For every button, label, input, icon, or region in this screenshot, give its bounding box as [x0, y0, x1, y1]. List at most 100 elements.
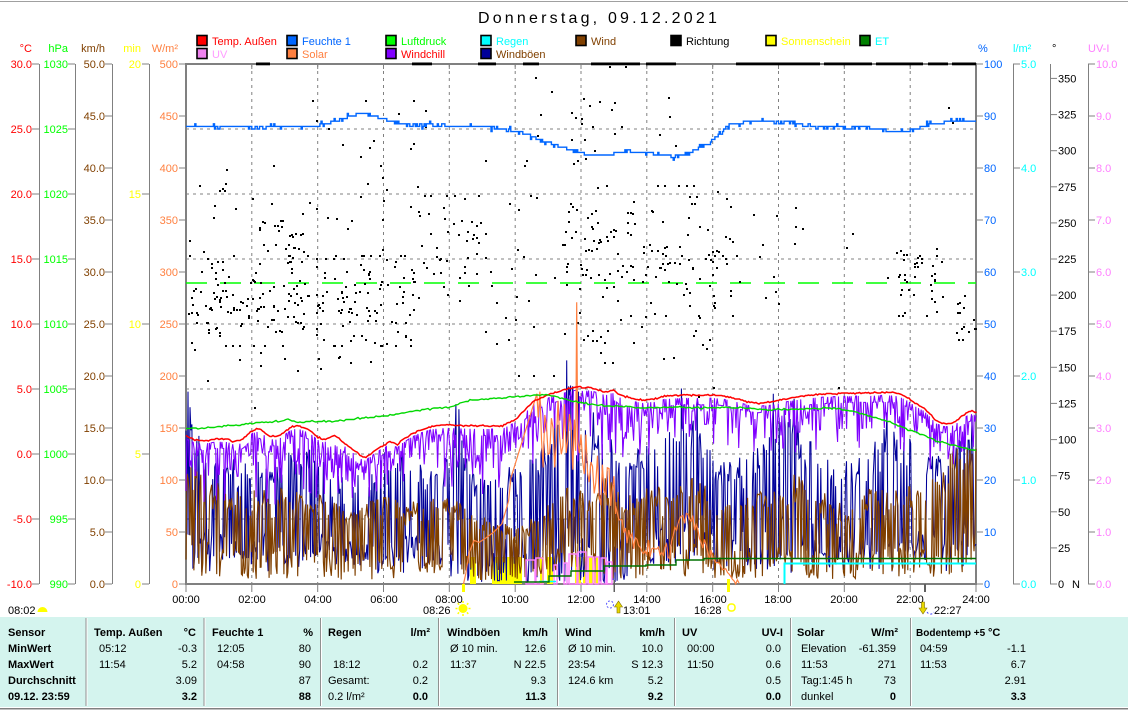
svg-text:0.6: 0.6 — [766, 659, 781, 671]
svg-text:Bodentemp +5: Bodentemp +5 — [916, 628, 986, 639]
svg-text:0: 0 — [984, 579, 990, 591]
svg-text:87: 87 — [299, 675, 311, 687]
svg-text:15.0: 15.0 — [11, 254, 32, 266]
svg-text:0.2: 0.2 — [413, 659, 428, 671]
svg-text:l/m²: l/m² — [1013, 43, 1032, 55]
svg-text:l/m²: l/m² — [410, 627, 430, 639]
svg-text:3.0: 3.0 — [1096, 423, 1111, 435]
svg-text:88: 88 — [299, 691, 311, 703]
svg-text:11:37: 11:37 — [450, 659, 477, 671]
svg-text:12:00: 12:00 — [567, 594, 595, 606]
svg-text:12:05: 12:05 — [217, 643, 245, 655]
svg-text:dunkel: dunkel — [801, 691, 833, 703]
svg-text:11:54: 11:54 — [99, 659, 126, 671]
svg-text:10: 10 — [129, 319, 141, 331]
svg-text:300: 300 — [160, 267, 178, 279]
svg-text:22:00: 22:00 — [896, 594, 924, 606]
svg-text:04:59: 04:59 — [920, 643, 948, 655]
svg-text:11:50: 11:50 — [687, 659, 714, 671]
svg-text:UV: UV — [212, 49, 228, 61]
svg-text:Durchschnitt: Durchschnitt — [8, 675, 76, 687]
svg-text:Tag:1:45 h: Tag:1:45 h — [801, 675, 852, 687]
svg-text:125: 125 — [1058, 398, 1076, 410]
svg-text:11:53: 11:53 — [801, 659, 828, 671]
svg-text:3.0: 3.0 — [1021, 267, 1036, 279]
svg-text:°C: °C — [20, 43, 32, 55]
svg-text:Feuchte 1: Feuchte 1 — [302, 36, 351, 48]
svg-text:S 12.3: S 12.3 — [631, 659, 663, 671]
svg-text:14:00: 14:00 — [633, 594, 661, 606]
svg-text:Regen: Regen — [496, 36, 528, 48]
svg-text:45.0: 45.0 — [84, 111, 105, 123]
svg-text:Solar: Solar — [797, 627, 825, 639]
svg-text:Sonnenschein: Sonnenschein — [781, 36, 851, 48]
svg-text:1.0: 1.0 — [1021, 475, 1036, 487]
svg-text:40.0: 40.0 — [84, 163, 105, 175]
svg-text:ET: ET — [875, 36, 889, 48]
svg-text:0.0: 0.0 — [766, 643, 781, 655]
svg-text:04:00: 04:00 — [304, 594, 332, 606]
svg-text:4.0: 4.0 — [1021, 163, 1036, 175]
svg-text:02:00: 02:00 — [238, 594, 266, 606]
svg-text:73: 73 — [884, 675, 896, 687]
svg-text:5.0: 5.0 — [1096, 319, 1111, 331]
svg-text:00:00: 00:00 — [687, 643, 715, 655]
svg-text:N: N — [1072, 579, 1080, 591]
svg-text:5.0: 5.0 — [1021, 59, 1036, 71]
svg-text:N 22.5: N 22.5 — [514, 659, 546, 671]
svg-text:Gesamt:: Gesamt: — [328, 675, 370, 687]
svg-text:325: 325 — [1058, 110, 1076, 122]
svg-text:2.0: 2.0 — [1096, 475, 1111, 487]
svg-text:0.2: 0.2 — [413, 675, 428, 687]
svg-text:-1.1: -1.1 — [1007, 643, 1026, 655]
svg-text:20: 20 — [984, 475, 996, 487]
svg-text:11:53: 11:53 — [920, 659, 947, 671]
svg-text:50: 50 — [166, 527, 178, 539]
svg-text:Ø 10 min.: Ø 10 min. — [568, 643, 616, 655]
svg-text:Windböen: Windböen — [447, 627, 500, 639]
svg-text:5.2: 5.2 — [648, 675, 663, 687]
svg-text:990: 990 — [50, 579, 68, 591]
svg-text:50: 50 — [1058, 507, 1070, 519]
svg-text:350: 350 — [160, 215, 178, 227]
svg-text:24:00: 24:00 — [962, 594, 990, 606]
svg-text:UV-I: UV-I — [1088, 43, 1109, 55]
svg-text:UV: UV — [682, 627, 698, 639]
svg-text:0.2 l/m²: 0.2 l/m² — [328, 691, 365, 703]
svg-text:124.6 km: 124.6 km — [568, 675, 613, 687]
svg-text:200: 200 — [1058, 290, 1076, 302]
svg-text:60: 60 — [984, 267, 996, 279]
svg-text:20: 20 — [129, 59, 141, 71]
svg-text:W/m²: W/m² — [152, 43, 179, 55]
svg-text:250: 250 — [160, 319, 178, 331]
svg-text:995: 995 — [50, 514, 68, 526]
svg-text:1005: 1005 — [44, 384, 68, 396]
svg-text:min: min — [123, 43, 141, 55]
svg-text:MaxWert: MaxWert — [8, 659, 54, 671]
svg-text:1010: 1010 — [44, 319, 68, 331]
svg-text:06:00: 06:00 — [370, 594, 398, 606]
svg-text:6.0: 6.0 — [1096, 267, 1111, 279]
svg-text:5.2: 5.2 — [182, 659, 197, 671]
svg-text:hPa: hPa — [48, 43, 68, 55]
svg-text:5.0: 5.0 — [17, 384, 32, 396]
svg-text:1.0: 1.0 — [1096, 527, 1111, 539]
svg-text:0.0: 0.0 — [17, 449, 32, 461]
svg-text:10.0: 10.0 — [642, 643, 663, 655]
svg-text:9.2: 9.2 — [648, 691, 663, 703]
svg-text:70: 70 — [984, 215, 996, 227]
svg-text:30.0: 30.0 — [84, 267, 105, 279]
svg-text:1020: 1020 — [44, 189, 68, 201]
svg-text:Richtung: Richtung — [686, 36, 729, 48]
svg-text:00:00: 00:00 — [172, 594, 200, 606]
svg-text:18:12: 18:12 — [333, 659, 361, 671]
svg-text:1025: 1025 — [44, 124, 68, 136]
svg-text:150: 150 — [160, 423, 178, 435]
svg-text:80: 80 — [299, 643, 311, 655]
svg-text:6.7: 6.7 — [1011, 659, 1026, 671]
svg-text:22:27: 22:27 — [934, 605, 962, 617]
svg-text:100: 100 — [1058, 435, 1076, 447]
svg-text:-5.0: -5.0 — [13, 514, 32, 526]
svg-text:Elevation: Elevation — [801, 643, 846, 655]
svg-text:05:12: 05:12 — [99, 643, 127, 655]
